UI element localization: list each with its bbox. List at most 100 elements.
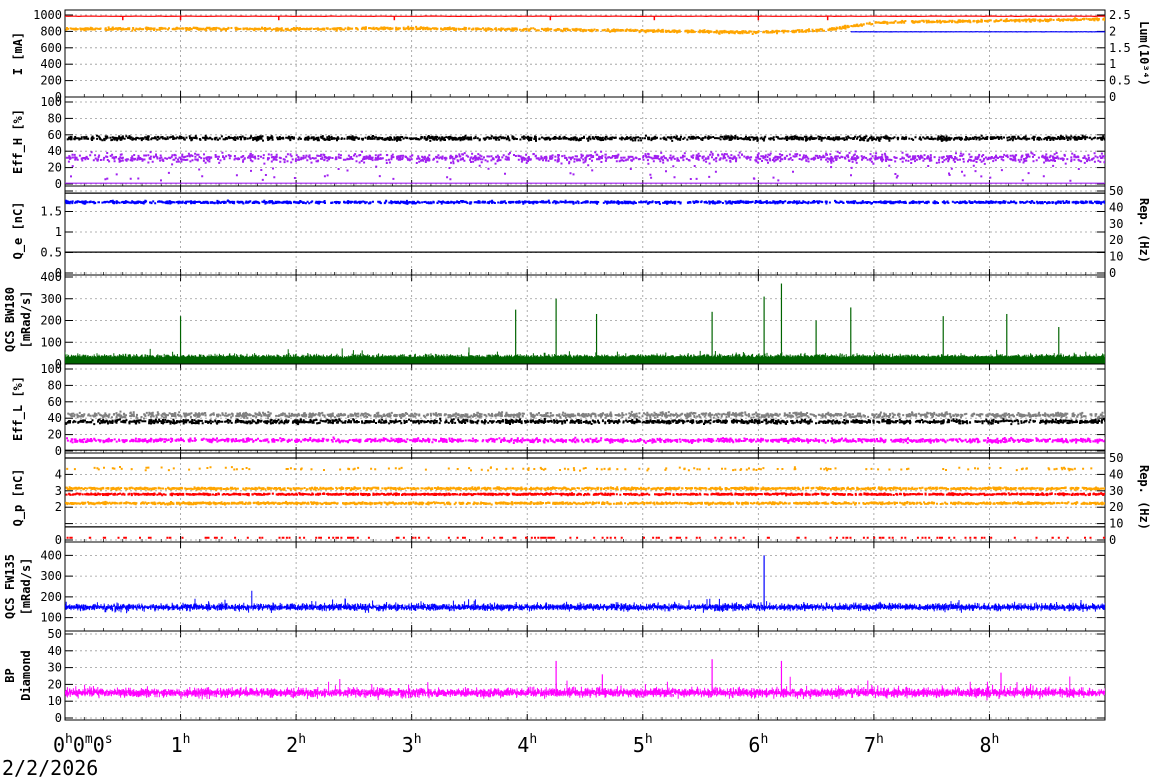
x-tick-label: 4h xyxy=(517,732,537,757)
right-tick-label: 0 xyxy=(1109,90,1116,104)
right-tick-label: 2.5 xyxy=(1109,8,1131,22)
y-axis-label: Eff_L [%] xyxy=(11,376,26,441)
panel-frame xyxy=(64,452,1106,543)
series-group xyxy=(65,555,1105,614)
panel-0: 0 200 400 600 800 1000 0 0.5 1 1.5 2 2.5 Lum(10³⁴) I … xyxy=(11,8,1151,104)
right-tick-label: 10 xyxy=(1109,250,1123,264)
right-tick-label: 20 xyxy=(1109,500,1123,514)
series-points xyxy=(65,500,1105,506)
x-tick-label: 7h xyxy=(864,732,884,757)
series-group xyxy=(65,134,1105,184)
y-tick-label: 400 xyxy=(40,57,62,71)
right-tick-label: 10 xyxy=(1109,517,1123,531)
right-tick-label: 0 xyxy=(1109,266,1116,280)
y-tick-label: 20 xyxy=(48,677,62,691)
series-points xyxy=(65,17,1105,35)
date-label: 2/2/2026 xyxy=(2,756,99,780)
y-axis-label: QCS BW180 xyxy=(3,287,17,352)
series-points xyxy=(66,134,1105,142)
x-tick-label: 3h xyxy=(402,732,422,757)
y-tick-label: 20 xyxy=(48,161,62,175)
series-group xyxy=(65,15,1105,35)
x-tick-label: 2h xyxy=(286,732,306,757)
series-trace xyxy=(65,676,1105,701)
right-tick-label: 1 xyxy=(1109,57,1116,71)
right-axis-label: Rep. (Hz) xyxy=(1137,198,1151,263)
y-tick-label: 0 xyxy=(55,90,62,104)
y-tick-label: 200 xyxy=(40,590,62,604)
y-axis-label: I [mA] xyxy=(11,32,25,75)
y-tick-label: 600 xyxy=(40,41,62,55)
right-tick-label: 1.5 xyxy=(1109,41,1131,55)
y-tick-label: 0 xyxy=(55,177,62,191)
panel-2: 0 0.5 1 1.5 0 10 20 30 40 50 Rep. (Hz) Q_e [nC] xyxy=(11,184,1151,280)
series-points xyxy=(66,466,1093,472)
series-group xyxy=(65,283,1105,364)
right-tick-label: 2 xyxy=(1109,24,1116,38)
y-tick-label: 20 xyxy=(48,428,62,442)
y-tick-label: 40 xyxy=(48,644,62,658)
y-tick-label: 0 xyxy=(55,533,62,547)
y-tick-label: 0 xyxy=(55,444,62,458)
right-tick-label: 0.5 xyxy=(1109,74,1131,88)
right-tick-label: 40 xyxy=(1109,200,1123,214)
x-tick-label: 1h xyxy=(171,732,191,757)
series-points xyxy=(66,536,1105,539)
y-axis-label: QCS FW135 xyxy=(3,554,17,619)
y-tick-label: 80 xyxy=(48,378,62,392)
right-tick-label: 40 xyxy=(1109,467,1123,481)
series-points xyxy=(65,486,1105,491)
series-points xyxy=(65,150,1105,182)
y-axis-label: Diamond xyxy=(19,650,33,701)
x-tick-label: 0h0m0s xyxy=(53,732,113,757)
y-tick-label: 60 xyxy=(48,128,62,142)
y-tick-label: 0 xyxy=(55,266,62,280)
series-group xyxy=(65,659,1105,701)
panel-4: 0 20 40 60 80 100 Eff_L [%] xyxy=(11,362,1106,458)
y-tick-label: 100 xyxy=(40,335,62,349)
y-tick-label: 50 xyxy=(48,627,62,641)
x-tick-label: 6h xyxy=(748,732,768,757)
series-points xyxy=(65,417,1105,426)
right-tick-label: 20 xyxy=(1109,233,1123,247)
y-tick-label: 60 xyxy=(48,395,62,409)
y-tick-label: 300 xyxy=(40,292,62,306)
right-axis-label: Rep. (Hz) xyxy=(1137,465,1151,530)
right-axis-label: Lum(10³⁴) xyxy=(1137,21,1151,86)
panel-frame xyxy=(64,185,1106,276)
right-tick-label: 50 xyxy=(1109,184,1123,198)
x-tick-label: 8h xyxy=(980,732,1000,757)
panel-frame xyxy=(64,274,1106,365)
series-group xyxy=(65,457,1105,539)
panel-frame xyxy=(64,630,1106,721)
panel-frame xyxy=(64,9,1106,98)
y-tick-label: 0.5 xyxy=(40,246,62,260)
series-trace xyxy=(65,590,1105,614)
y-tick-label: 30 xyxy=(48,661,62,675)
y-tick-label: 0 xyxy=(55,711,62,725)
right-tick-label: 50 xyxy=(1109,451,1123,465)
y-axis-label: [mRad/s] xyxy=(19,291,33,349)
y-tick-label: 800 xyxy=(40,24,62,38)
y-axis-label: Q_p [nC] xyxy=(11,469,26,527)
panel-1: 0 20 40 60 80 100 Eff_H [%] xyxy=(11,95,1106,191)
y-tick-label: 300 xyxy=(40,569,62,583)
y-tick-label: 4 xyxy=(55,467,62,481)
panel-7: 0 10 20 30 40 50 BP Diamond xyxy=(3,627,1106,725)
series-trace xyxy=(65,347,1105,364)
series-points xyxy=(67,410,1105,420)
y-tick-label: 3 xyxy=(55,484,62,498)
panel-3: 0 100 200 300 400 QCS BW180 [mRad/s] xyxy=(3,270,1106,371)
y-tick-label: 2 xyxy=(55,500,62,514)
y-tick-label: 1 xyxy=(55,225,62,239)
y-tick-label: 100 xyxy=(40,95,62,109)
series-group xyxy=(65,192,1105,253)
y-tick-label: 40 xyxy=(48,411,62,425)
series-group xyxy=(65,410,1105,451)
y-tick-label: 0 xyxy=(55,357,62,371)
y-tick-label: 1000 xyxy=(33,8,62,22)
y-tick-label: 10 xyxy=(48,694,62,708)
right-tick-label: 30 xyxy=(1109,484,1123,498)
y-tick-label: 400 xyxy=(40,270,62,284)
